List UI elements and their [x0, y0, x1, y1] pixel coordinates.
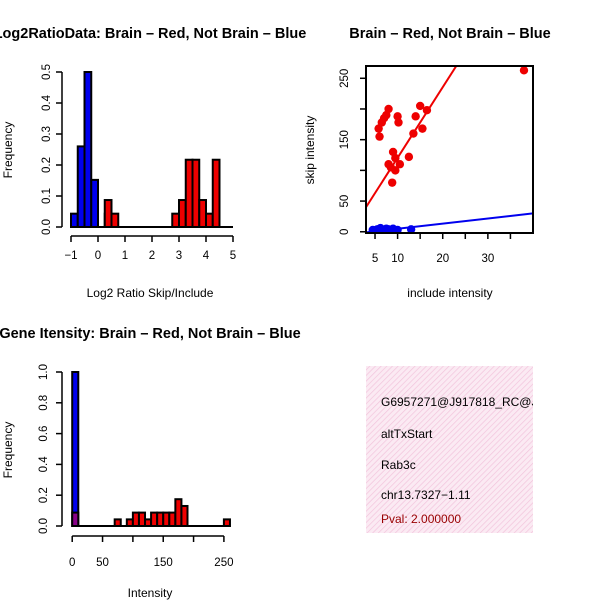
x-tick-label: 150 — [154, 557, 173, 569]
y-tick-label: 0.5 — [41, 64, 53, 80]
chart-title: Log2RatioData: Brain – Red, Not Brain – … — [0, 26, 306, 42]
intensity-scatter: Brain – Red, Not Brain – Blue include in… — [303, 26, 551, 300]
y-tick-label: 0.6 — [38, 426, 50, 442]
y-tick-label: 1.0 — [38, 364, 50, 380]
x-tick-label: 20 — [436, 253, 449, 265]
y-tick-label: 0.2 — [41, 157, 53, 173]
event-info-panel: G6957271@J917818_RC@J917815_RC altTxStar… — [366, 366, 600, 533]
x-tick-label: 4 — [203, 250, 210, 262]
bar-brain — [205, 212, 214, 228]
x-tick-label: 250 — [214, 557, 233, 569]
x-tick-label: 30 — [481, 253, 494, 265]
x-tick-label: 1 — [122, 250, 128, 262]
bar-not-brain — [83, 71, 93, 228]
bar-brain — [191, 158, 201, 228]
bar-brain — [178, 199, 187, 228]
bar-brain — [103, 199, 113, 228]
plot-area — [366, 66, 533, 233]
bar-not-brain — [71, 371, 80, 527]
event-type: altTxStart — [381, 427, 433, 441]
chart-title: Brain – Red, Not Brain – Blue — [349, 26, 550, 42]
x-tick-label: 10 — [391, 253, 404, 265]
bar-brain — [71, 511, 80, 527]
x-tick-label: 2 — [149, 250, 155, 262]
y-tick-label: 50 — [339, 195, 351, 208]
point-brain — [418, 124, 427, 133]
bar-brain — [110, 212, 120, 228]
p-value: Pval: 2.000000 — [381, 512, 461, 526]
bar-group — [70, 71, 233, 229]
point-not-brain — [393, 225, 402, 233]
point-brain — [411, 112, 420, 121]
gene-intensity-histogram: Gene Itensity: Brain – Red, Not Brain – … — [0, 326, 301, 600]
point-brain — [422, 106, 432, 115]
bar-brain — [211, 158, 221, 228]
point-brain — [384, 104, 393, 114]
y-tick-label: 150 — [339, 130, 351, 149]
point-brain — [394, 118, 403, 127]
y-tick-label: 250 — [339, 69, 351, 88]
y-tick-label: 0.1 — [41, 188, 53, 204]
axes: 5 10 20 30 0 50 150 250 — [339, 69, 512, 265]
bar-group — [71, 371, 231, 528]
bar-brain — [184, 158, 194, 228]
x-axis-label: Log2 Ratio Skip/Include — [87, 286, 214, 300]
point-brain — [415, 101, 425, 111]
x-axis-label: Intensity — [128, 586, 173, 600]
point-brain — [409, 129, 418, 138]
point-brain — [391, 166, 400, 175]
log2-ratio-histogram: Log2RatioData: Brain – Red, Not Brain – … — [0, 26, 306, 300]
point-brain — [519, 66, 529, 75]
point-brain — [395, 160, 405, 169]
x-tick-label: −1 — [64, 250, 77, 262]
y-axis-label: Frequency — [1, 122, 15, 179]
genomic-location: chr13.7327−1.11 — [381, 488, 471, 502]
bar-not-brain — [76, 145, 86, 228]
x-tick-label: 50 — [96, 557, 109, 569]
point-brain — [404, 152, 414, 162]
event-id: G6957271@J917818_RC@J917815_RC — [381, 395, 600, 409]
plot-frame — [365, 65, 534, 234]
axes: 0 50 150 250 0.0 0.2 0.4 0.6 0.8 1.0 — [38, 364, 233, 569]
y-tick-label: 0.0 — [38, 518, 50, 534]
x-tick-label: 5 — [230, 250, 236, 262]
point-brain — [393, 112, 402, 121]
info-background — [366, 366, 533, 533]
y-tick-label: 0.2 — [38, 487, 50, 503]
x-tick-label: 5 — [372, 253, 378, 265]
bar-not-brain — [90, 178, 99, 229]
bar-brain — [180, 504, 189, 528]
bar-not-brain — [70, 212, 79, 228]
y-axis-label: Frequency — [1, 422, 15, 479]
point-not-brain — [406, 225, 416, 233]
point-brain — [375, 132, 384, 141]
y-axis-label: skip intensity — [303, 116, 317, 185]
chart-title: Gene Itensity: Brain – Red, Not Brain – … — [0, 326, 301, 342]
x-tick-label: 0 — [95, 250, 101, 262]
bar-brain — [171, 212, 180, 228]
y-tick-label: 0.4 — [38, 456, 50, 473]
info-text-clip: G6957271@J917818_RC@J917815_RC altTxStar… — [381, 395, 600, 526]
x-tick-label: 3 — [176, 250, 182, 262]
y-tick-label: 0.4 — [41, 94, 53, 111]
gene-name: Rab3c — [381, 458, 416, 472]
bar-brain — [198, 199, 207, 228]
x-tick-label: 0 — [69, 557, 75, 569]
point-brain — [391, 153, 400, 163]
x-axis-label: include intensity — [407, 286, 492, 300]
point-brain — [387, 178, 397, 187]
axes: −1 0 1 2 3 4 5 0.0 0.1 0.2 0.3 0.4 0.5 — [41, 64, 236, 262]
y-tick-label: 0.8 — [38, 395, 50, 411]
y-tick-label: 0 — [339, 229, 351, 235]
scatter-marks — [366, 66, 533, 233]
y-tick-label: 0.0 — [41, 219, 53, 235]
y-tick-label: 0.3 — [41, 126, 53, 142]
